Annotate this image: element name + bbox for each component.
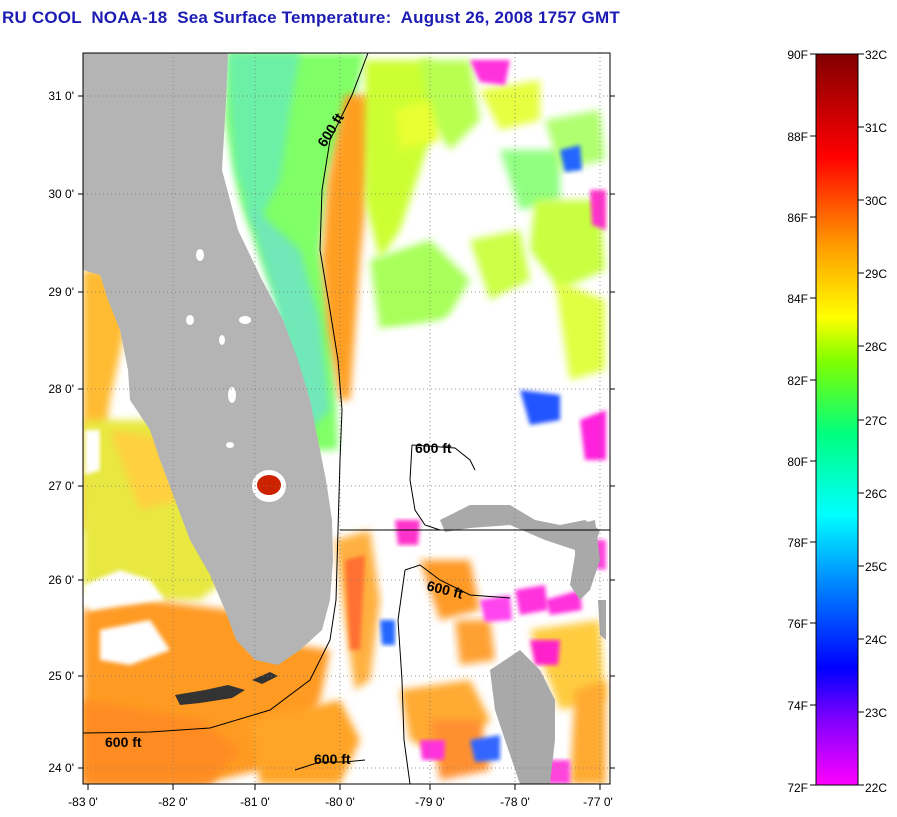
lon-tick-label: -83 0' — [68, 795, 98, 809]
lon-tick-label: -78 0' — [500, 795, 530, 809]
map-frame — [82, 52, 611, 785]
latitude-axis: 31 0' 30 0' 29 0' 28 0' 27 0' 26 0' 25 0… — [48, 89, 74, 775]
lon-tick-label: -77 0' — [583, 795, 613, 809]
florida-land — [83, 53, 333, 665]
colorbar-c-label: 32C — [865, 48, 887, 62]
map-title: RU COOL NOAA-18 Sea Surface Temperature:… — [2, 8, 620, 27]
bahamas-land — [440, 505, 600, 550]
colorbar-c-label: 26C — [865, 487, 887, 501]
colorbar-c-label: 23C — [865, 706, 887, 720]
isobath-label: 600 ft — [415, 440, 452, 456]
colorbar-f-label: 72F — [787, 781, 808, 795]
isobath-label: 600 ft — [105, 734, 142, 750]
colorbar-f-label: 76F — [787, 617, 808, 631]
sst-map: 600 ft 600 ft 600 ft 600 ft 600 ft 31 0' — [48, 52, 615, 809]
colorbar-c-label: 28C — [865, 340, 887, 354]
colorbar-f-label: 86F — [787, 211, 808, 225]
isobath-600ft — [83, 53, 610, 784]
colorbar-f-label: 78F — [787, 536, 808, 550]
colorbar-f-label: 74F — [787, 699, 808, 713]
lon-tick-label: -82 0' — [158, 795, 188, 809]
lon-tick-label: -79 0' — [415, 795, 445, 809]
lat-tick-label: 24 0' — [48, 761, 74, 775]
colorbar-gradient — [815, 53, 859, 786]
temperature-colorbar: 90F 88F 86F 84F 82F 80F 78F 76F 74F 72F … — [787, 48, 887, 795]
lat-tick-label: 28 0' — [48, 382, 74, 396]
colorbar-c-label: 27C — [865, 414, 887, 428]
colorbar-c-label: 31C — [865, 121, 887, 135]
colorbar-c-label: 25C — [865, 560, 887, 574]
colorbar-c-label: 24C — [865, 633, 887, 647]
colorbar-c-label: 22C — [865, 781, 887, 795]
lat-tick-label: 25 0' — [48, 669, 74, 683]
colorbar-f-label: 88F — [787, 130, 808, 144]
colorbar-f-label: 80F — [787, 455, 808, 469]
colorbar-c-label: 29C — [865, 267, 887, 281]
lat-tick-label: 29 0' — [48, 285, 74, 299]
isobath-label: 600 ft — [314, 751, 351, 767]
colorbar-f-label: 84F — [787, 292, 808, 306]
lon-tick-label: -81 0' — [240, 795, 270, 809]
lat-tick-label: 27 0' — [48, 479, 74, 493]
lat-tick-label: 31 0' — [48, 89, 74, 103]
lat-tick-label: 26 0' — [48, 573, 74, 587]
colorbar-f-label: 90F — [787, 48, 808, 62]
lon-tick-label: -80 0' — [325, 795, 355, 809]
colorbar-c-label: 30C — [865, 194, 887, 208]
longitude-axis: -83 0' -82 0' -81 0' -80 0' -79 0' -78 0… — [68, 795, 613, 809]
lat-tick-label: 30 0' — [48, 187, 74, 201]
colorbar-f-label: 82F — [787, 374, 808, 388]
